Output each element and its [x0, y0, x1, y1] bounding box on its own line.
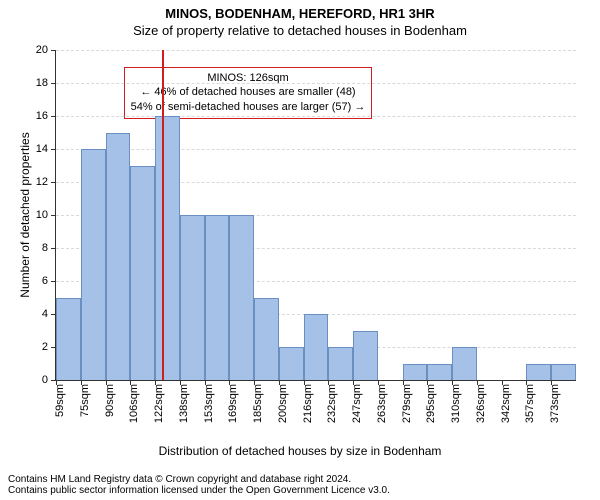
histogram-bar [279, 347, 304, 380]
histogram-bar [106, 133, 131, 381]
histogram-bar [328, 347, 353, 380]
x-tick-label: 185sqm [248, 384, 264, 423]
y-tick-label: 4 [42, 308, 56, 320]
histogram-bar [526, 364, 551, 381]
y-tick-label: 12 [36, 176, 56, 188]
y-tick-label: 20 [36, 44, 56, 56]
histogram-bar [205, 215, 230, 380]
x-tick-label: 295sqm [421, 384, 437, 423]
plot-area: MINOS: 126sqm ← 46% of detached houses a… [55, 50, 576, 381]
y-tick-label: 14 [36, 143, 56, 155]
chart-title: MINOS, BODENHAM, HEREFORD, HR1 3HR [0, 0, 600, 21]
histogram-bar [427, 364, 452, 381]
histogram-bar [254, 298, 279, 381]
y-tick-label: 16 [36, 110, 56, 122]
gridline [56, 116, 576, 117]
x-tick-label: 326sqm [471, 384, 487, 423]
callout-line-2: ← 46% of detached houses are smaller (48… [131, 85, 366, 100]
histogram-bar [551, 364, 576, 381]
histogram-bar [229, 215, 254, 380]
histogram-bar [180, 215, 205, 380]
x-tick-label: 357sqm [520, 384, 536, 423]
x-tick-label: 310sqm [446, 384, 462, 423]
histogram-bar [56, 298, 81, 381]
x-tick-label: 90sqm [100, 384, 116, 417]
x-tick-label: 200sqm [273, 384, 289, 423]
footer-line-2: Contains public sector information licen… [8, 485, 592, 496]
x-tick-label: 342sqm [496, 384, 512, 423]
histogram-bar [403, 364, 428, 381]
footer: Contains HM Land Registry data © Crown c… [0, 474, 600, 496]
histogram-bar [304, 314, 329, 380]
x-tick-label: 216sqm [298, 384, 314, 423]
x-tick-label: 263sqm [372, 384, 388, 423]
x-axis-label: Distribution of detached houses by size … [0, 444, 600, 458]
chart-container: MINOS, BODENHAM, HEREFORD, HR1 3HR Size … [0, 0, 600, 500]
x-tick-label: 232sqm [322, 384, 338, 423]
x-tick-label: 373sqm [545, 384, 561, 423]
x-tick-label: 106sqm [124, 384, 140, 423]
x-tick-label: 169sqm [223, 384, 239, 423]
gridline [56, 50, 576, 51]
footer-line-1: Contains HM Land Registry data © Crown c… [8, 474, 592, 485]
histogram-bar [452, 347, 477, 380]
x-tick-label: 75sqm [75, 384, 91, 417]
x-tick-label: 279sqm [397, 384, 413, 423]
y-tick-label: 10 [36, 209, 56, 221]
histogram-bar [353, 331, 378, 381]
gridline [56, 149, 576, 150]
x-tick-label: 138sqm [174, 384, 190, 423]
histogram-bar [81, 149, 106, 380]
x-tick-label: 59sqm [50, 384, 66, 417]
gridline [56, 83, 576, 84]
y-tick-label: 2 [42, 341, 56, 353]
y-tick-label: 6 [42, 275, 56, 287]
histogram-bar [130, 166, 155, 381]
chart-subtitle: Size of property relative to detached ho… [0, 21, 600, 38]
histogram-bar [155, 116, 180, 380]
y-axis-label: Number of detached properties [18, 50, 32, 380]
y-tick-label: 18 [36, 77, 56, 89]
x-tick-label: 122sqm [149, 384, 165, 423]
x-tick-label: 247sqm [347, 384, 363, 423]
marker-line [162, 50, 164, 380]
y-tick-label: 8 [42, 242, 56, 254]
x-tick-label: 153sqm [199, 384, 215, 423]
callout-line-3: 54% of semi-detached houses are larger (… [131, 100, 366, 115]
